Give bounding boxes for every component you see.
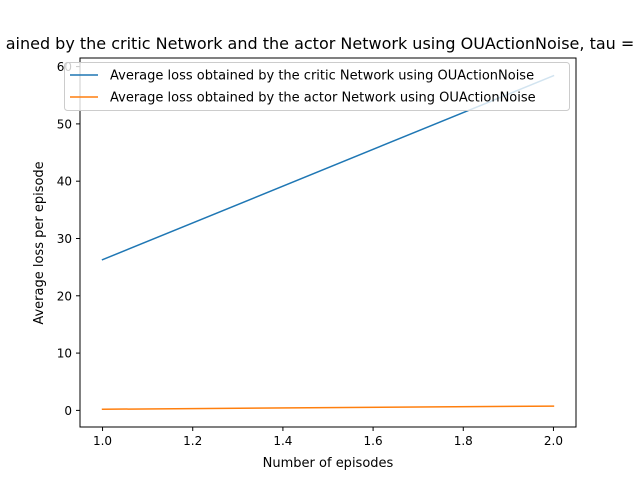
y-tick-label: 30 [57, 232, 72, 246]
x-axis-ticks: 1.0 1.2 1.4 1.6 1.8 2.0 [93, 427, 563, 448]
x-tick-label: 1.8 [454, 434, 473, 448]
x-tick-label: 1.6 [364, 434, 383, 448]
actor-loss-line [101, 405, 555, 410]
x-tick-label: 1.4 [273, 434, 292, 448]
legend-box [64, 62, 570, 111]
y-tick-label: 20 [57, 289, 72, 303]
x-tick-label: 1.2 [183, 434, 202, 448]
y-tick-label: 0 [64, 404, 72, 418]
x-tick-label: 1.0 [93, 434, 112, 448]
x-tick-label: 2.0 [544, 434, 563, 448]
x-axis-label: Number of episodes [263, 456, 394, 471]
y-tick-label: 50 [57, 117, 72, 131]
y-tick-label: 10 [57, 347, 72, 361]
legend: Average loss obtained by the critic Netw… [64, 62, 570, 111]
legend-critic-label: Average loss obtained by the critic Netw… [110, 69, 534, 84]
legend-actor-label: Average loss obtained by the actor Netwo… [110, 91, 536, 106]
y-tick-label: 40 [57, 175, 72, 189]
plot-frame [79, 57, 577, 428]
y-axis-label: Average loss per episode [32, 161, 47, 324]
chart-title: ained by the critic Network and the acto… [6, 34, 635, 53]
